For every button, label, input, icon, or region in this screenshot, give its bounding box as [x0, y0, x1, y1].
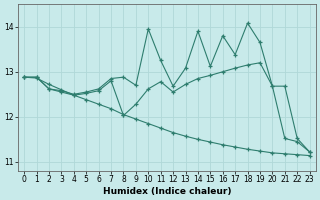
X-axis label: Humidex (Indice chaleur): Humidex (Indice chaleur) [103, 187, 231, 196]
